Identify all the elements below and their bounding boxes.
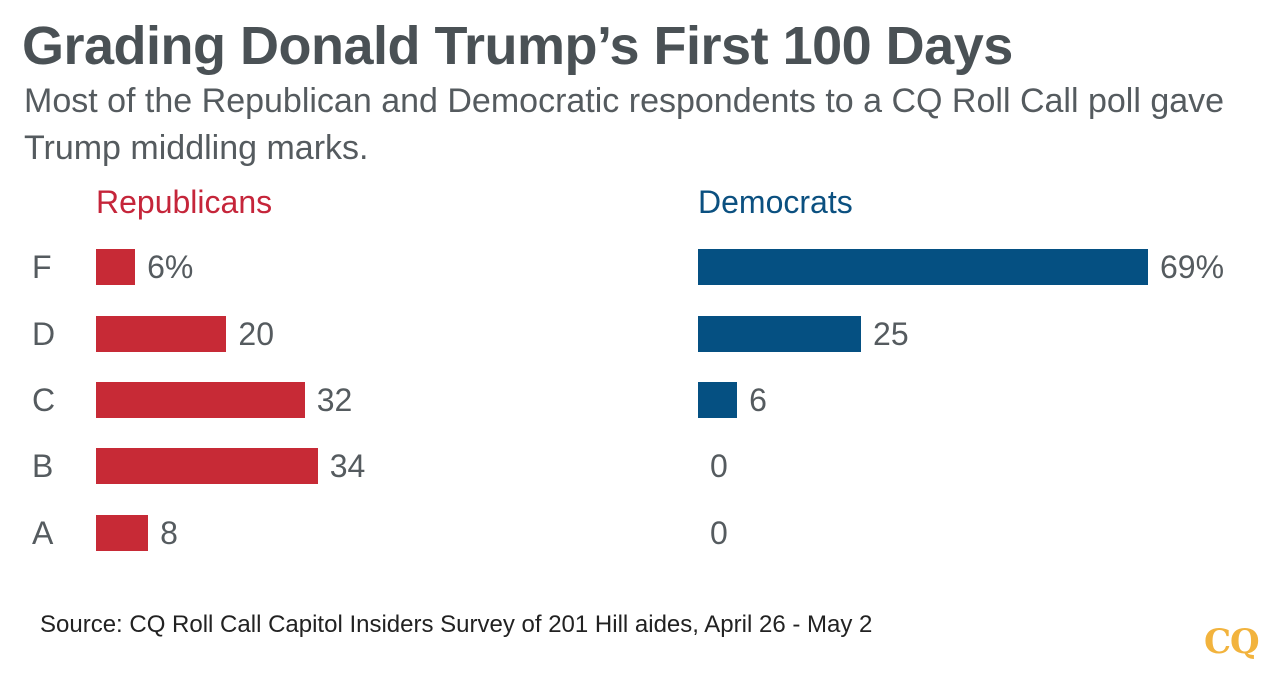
dem-bar-d xyxy=(698,316,862,352)
dem-value-label-b: 0 xyxy=(710,448,728,484)
republicans-panel-title: Republicans xyxy=(96,184,273,220)
dem-value-label-a: 0 xyxy=(710,515,728,551)
chart-title: Grading Donald Trump’s First 100 Days xyxy=(22,16,1013,76)
rep-bar-d xyxy=(96,316,227,352)
rep-value-label-c: 32 xyxy=(316,382,353,418)
rep-value-label-b: 34 xyxy=(329,448,366,484)
grade-label-c: C xyxy=(32,382,56,418)
democrats-panel-title: Democrats xyxy=(698,184,853,220)
rep-value-label-d: 20 xyxy=(238,316,275,352)
grade-label-d: D xyxy=(32,316,56,352)
dem-bar-c xyxy=(698,382,738,418)
dem-value-label-c: 6 xyxy=(749,382,767,418)
grade-label-b: B xyxy=(32,448,54,484)
grade-label-a: A xyxy=(32,515,54,551)
cq-logo: CQ xyxy=(1204,622,1260,662)
rep-bar-b xyxy=(96,448,318,484)
dem-bar-f xyxy=(698,249,1148,285)
rep-bar-a xyxy=(96,515,149,551)
chart-subtitle: Most of the Republican and Democratic re… xyxy=(24,82,1225,167)
rep-value-label-f: 6% xyxy=(147,249,194,285)
rep-bar-f xyxy=(96,249,136,285)
dem-value-label-d: 25 xyxy=(873,316,909,352)
grade-label-f: F xyxy=(32,249,52,285)
rep-value-label-a: 8 xyxy=(160,515,178,551)
source-note: Source: CQ Roll Call Capitol Insiders Su… xyxy=(40,611,873,638)
rep-bar-c xyxy=(96,382,305,418)
dem-value-label-f: 69% xyxy=(1160,249,1225,285)
